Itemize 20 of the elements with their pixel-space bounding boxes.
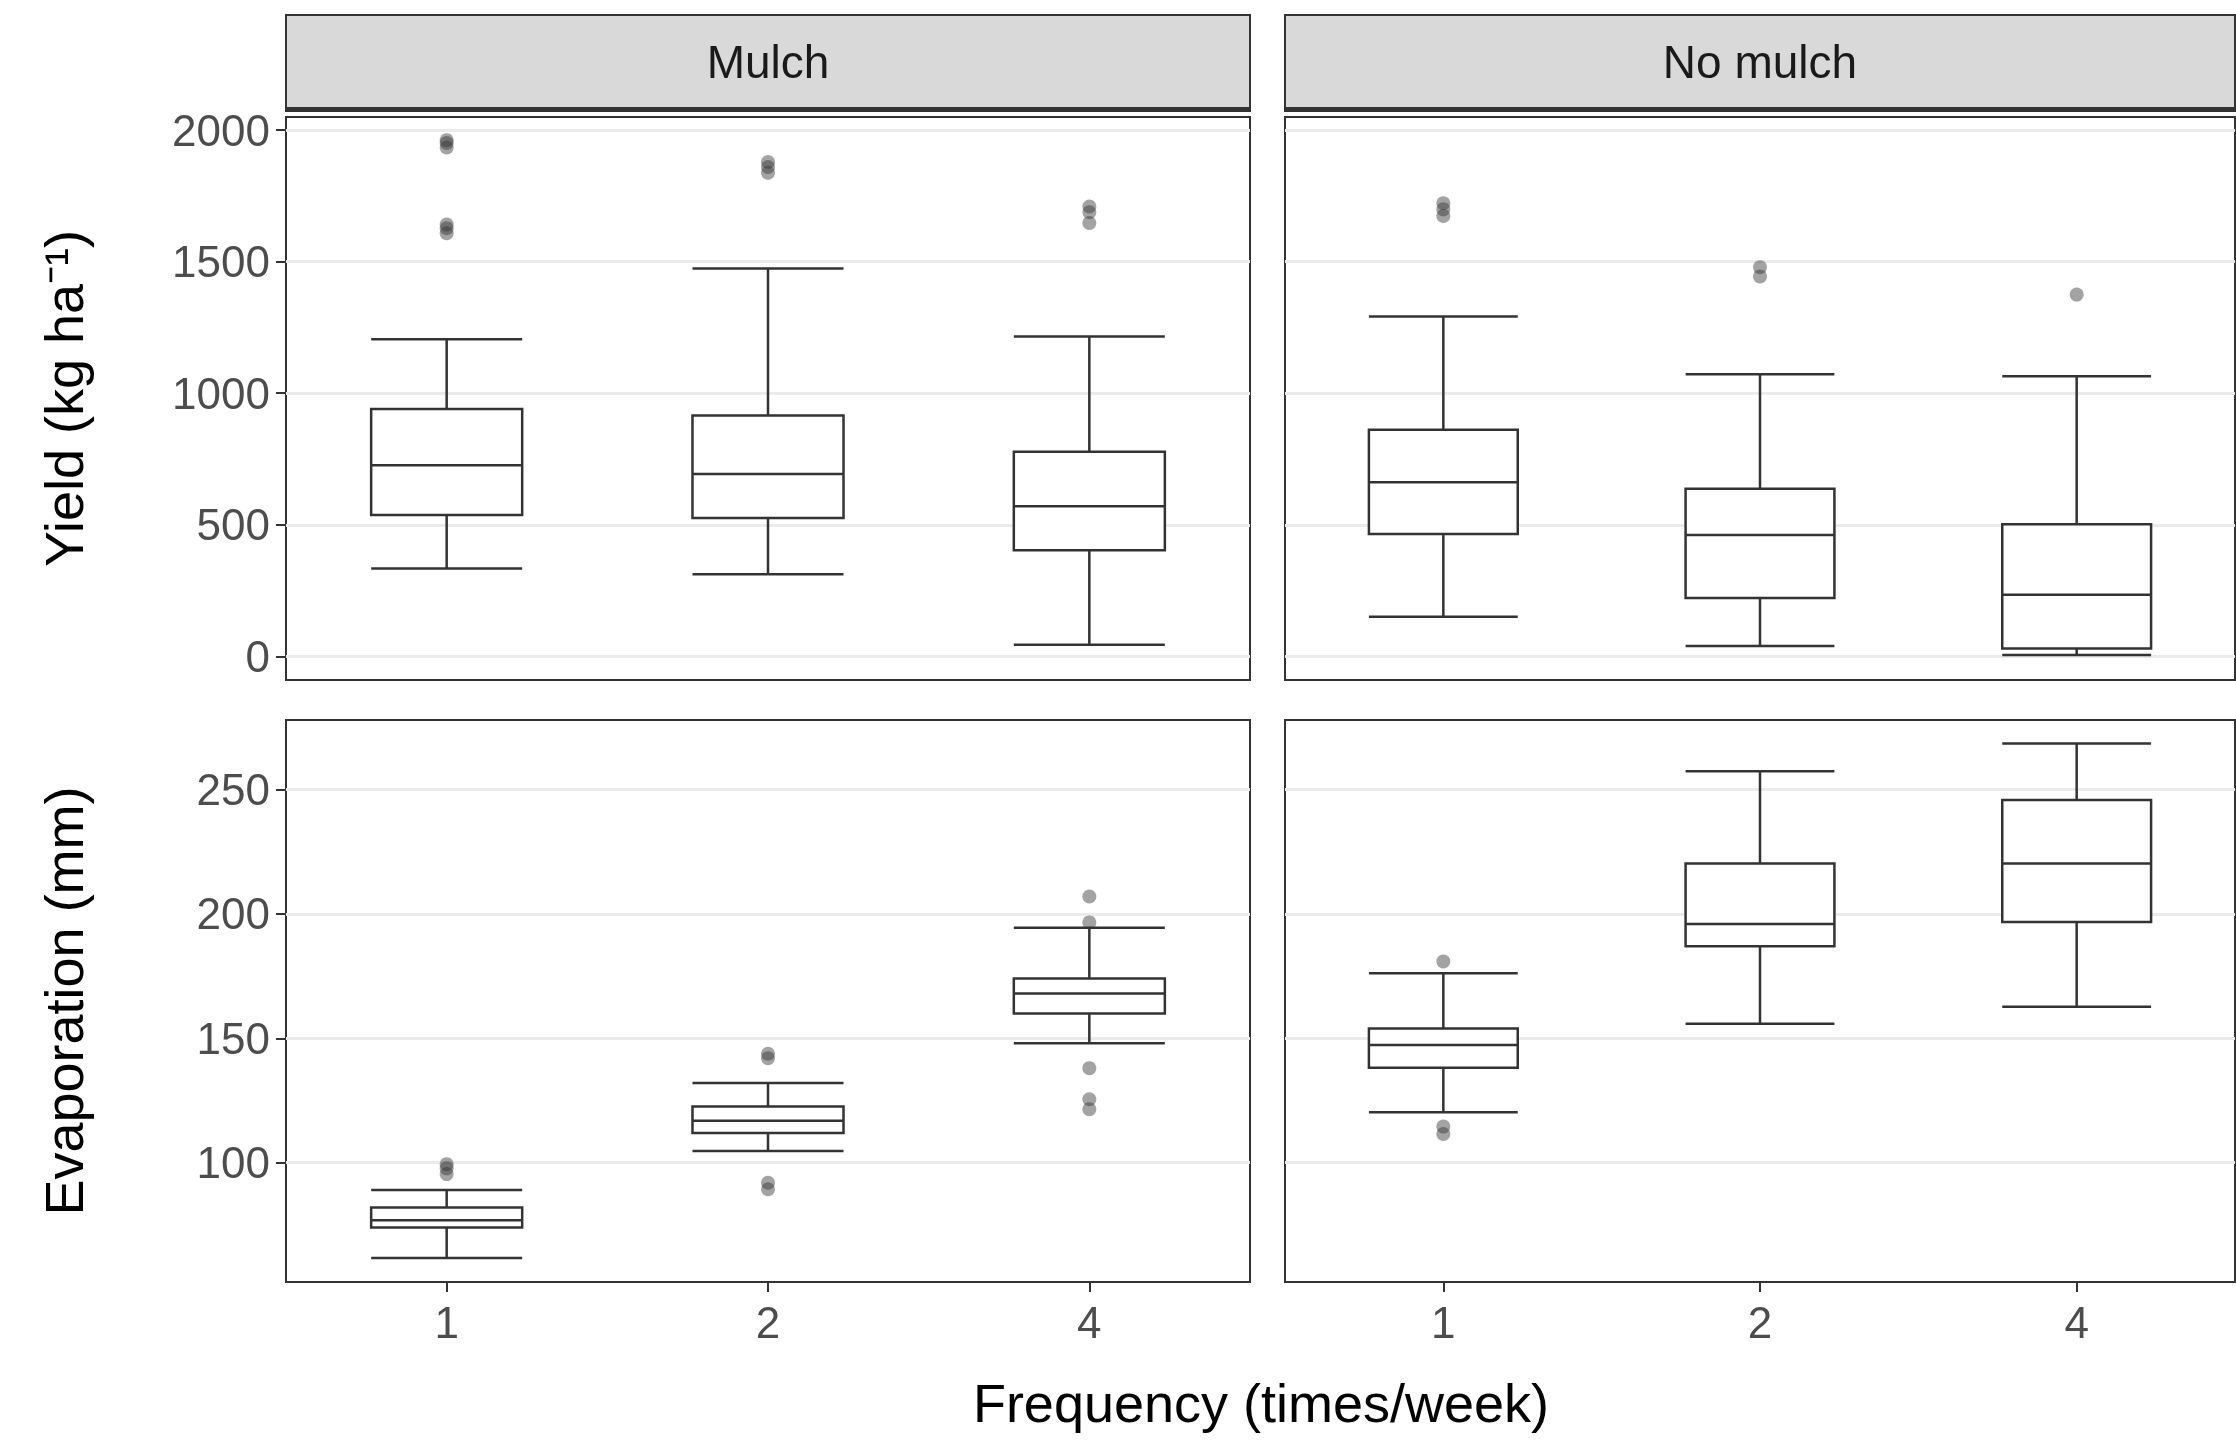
y-tick-label: 500: [196, 500, 270, 550]
y-tick-label: 0: [245, 631, 270, 681]
y-tick-label: 1000: [172, 368, 270, 418]
y-axis-title: Yield (kg ha⁻¹): [34, 229, 94, 568]
y-tick-label: 2000: [172, 105, 270, 155]
x-tick-label: 2: [1747, 1297, 1773, 1347]
y-tick-label: 150: [196, 1013, 270, 1063]
x-tick-label: 1: [434, 1297, 459, 1347]
x-tick-label: 1: [1431, 1297, 1456, 1347]
chart-title: No mulch: [1662, 34, 1858, 89]
y-tick-label: 200: [196, 889, 270, 939]
y-tick-label: 250: [196, 765, 270, 815]
y-tick-label: 100: [196, 1138, 270, 1188]
x-tick-label: 4: [1077, 1297, 1102, 1347]
y-tick-label: 1500: [172, 237, 270, 287]
x-tick-label: 4: [2064, 1297, 2089, 1347]
chart-title: Mulch: [706, 34, 830, 89]
y-axis-title: Evaporation (mm): [34, 786, 94, 1216]
x-axis-title: Frequency (times/week): [972, 1373, 1550, 1433]
x-tick-label: 2: [755, 1297, 781, 1347]
